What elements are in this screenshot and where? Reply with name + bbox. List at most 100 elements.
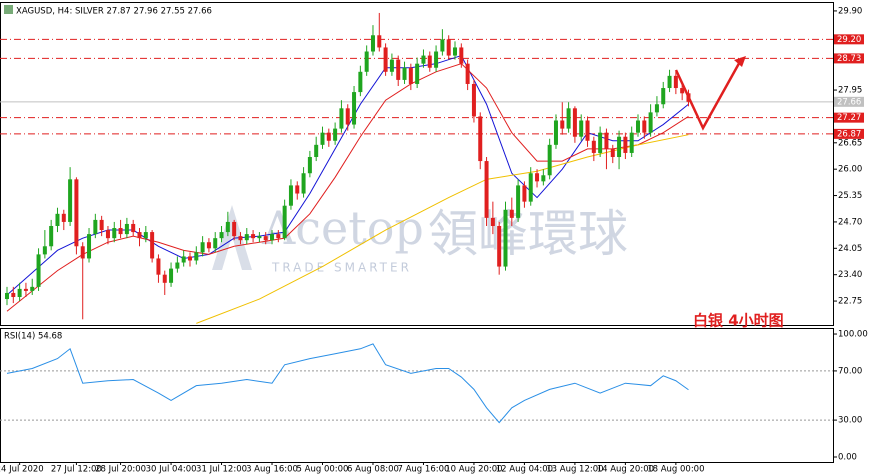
x-tick-label: 14 Aug 20:00 <box>597 465 654 475</box>
candle-body <box>459 47 464 64</box>
candle-body <box>137 232 142 239</box>
candle-body <box>232 221 237 237</box>
candle-body <box>251 234 256 239</box>
candle-body <box>276 234 281 239</box>
candle-body <box>49 225 54 247</box>
symbol-icon <box>4 5 13 14</box>
candle-body <box>484 161 489 218</box>
candle-body <box>389 59 394 72</box>
candle-body <box>339 108 344 129</box>
candle-body <box>585 120 590 141</box>
x-tick-label: 18 Aug 00:00 <box>647 465 704 475</box>
candle-body <box>105 230 110 239</box>
rsi-line <box>6 343 689 424</box>
candle-body <box>522 185 527 202</box>
candle-body <box>648 112 653 133</box>
level-box <box>834 53 864 64</box>
candle-body <box>617 136 622 158</box>
candle-body <box>654 104 659 113</box>
candle-body <box>23 288 28 291</box>
candle-body <box>162 274 167 283</box>
x-tick-label: 31 Jul 12:00 <box>196 465 247 475</box>
candle-body <box>314 144 319 158</box>
candle-body <box>661 88 666 105</box>
y-tick-label: 26.65 <box>838 138 862 148</box>
candle-body <box>225 221 230 233</box>
candle-body <box>415 63 420 84</box>
candle-body <box>446 39 451 56</box>
candle-body <box>124 223 129 235</box>
candle-body <box>68 179 73 222</box>
candle-body <box>642 120 647 133</box>
candle-body <box>131 223 136 233</box>
x-tick-label: 3 Aug 16:00 <box>246 465 298 475</box>
candle-body <box>282 205 287 239</box>
candle-body <box>301 173 306 194</box>
candle-body <box>636 120 640 133</box>
arrow-head <box>734 56 746 67</box>
candle-body <box>87 234 92 259</box>
moving-average <box>6 54 689 296</box>
candle-body <box>352 92 357 125</box>
candle-body <box>288 185 293 206</box>
y-tick-label: 23.40 <box>838 270 862 280</box>
candle-body <box>535 173 540 182</box>
y-tick-label: 24.70 <box>838 217 862 227</box>
candle-body <box>509 209 514 218</box>
rsi-tick-label: 100.00 <box>838 330 868 340</box>
candle-body <box>623 136 628 153</box>
candle-body <box>263 236 268 241</box>
candle-body <box>358 71 363 93</box>
y-tick-label: 26.00 <box>838 165 862 175</box>
candle-body <box>579 120 584 137</box>
candle-body <box>36 254 41 287</box>
x-tick-label: 10 Aug 20:00 <box>445 465 502 475</box>
candle-body <box>370 35 375 52</box>
candle-body <box>572 108 577 137</box>
level-box <box>834 34 864 45</box>
candle-body <box>200 242 205 253</box>
candle-body <box>206 242 211 249</box>
candle-body <box>181 256 186 263</box>
candle-body <box>427 55 432 68</box>
watermark-brand-cn: 領峰環球 <box>428 205 628 263</box>
watermark-brand: Acetop <box>261 201 424 255</box>
candle-body <box>547 144 552 176</box>
level-label: 26.87 <box>837 129 861 139</box>
candle-body <box>238 236 243 241</box>
x-tick-label: 12 Aug 04:00 <box>496 465 553 475</box>
candle-body <box>30 286 35 291</box>
candle-body <box>150 232 155 259</box>
rsi-panel <box>0 328 834 463</box>
candle-body <box>345 108 350 125</box>
candle-body <box>396 59 401 80</box>
last-price-box <box>834 96 864 107</box>
candle-body <box>156 258 161 275</box>
moving-average <box>6 63 689 312</box>
level-box <box>834 128 864 139</box>
x-tick-label: 6 Aug 08:00 <box>347 465 399 475</box>
candle-body <box>244 234 249 241</box>
candle-body <box>364 51 369 72</box>
rsi-tick-label: 30.00 <box>838 416 862 426</box>
x-tick-label: 30 Jul 04:00 <box>146 465 197 475</box>
rsi-tick-label: 70.00 <box>838 366 862 376</box>
candle-body <box>598 132 603 153</box>
candle-body <box>175 262 180 269</box>
candle-body <box>326 132 331 141</box>
chart-title: XAGUSD, H4: SILVER 27.87 27.96 27.55 27.… <box>16 7 212 17</box>
candle-body <box>80 246 85 259</box>
x-tick-label: 5 Aug 00:00 <box>297 465 349 475</box>
candle-body <box>503 209 508 267</box>
candle-body <box>566 108 571 129</box>
candle-body <box>307 157 312 174</box>
candle-body <box>74 179 79 247</box>
price-panel <box>0 2 834 326</box>
candle-body <box>497 225 502 267</box>
candle-body <box>118 228 123 235</box>
level-box <box>834 112 864 123</box>
candle-body <box>320 132 325 145</box>
candle-body <box>55 213 60 226</box>
